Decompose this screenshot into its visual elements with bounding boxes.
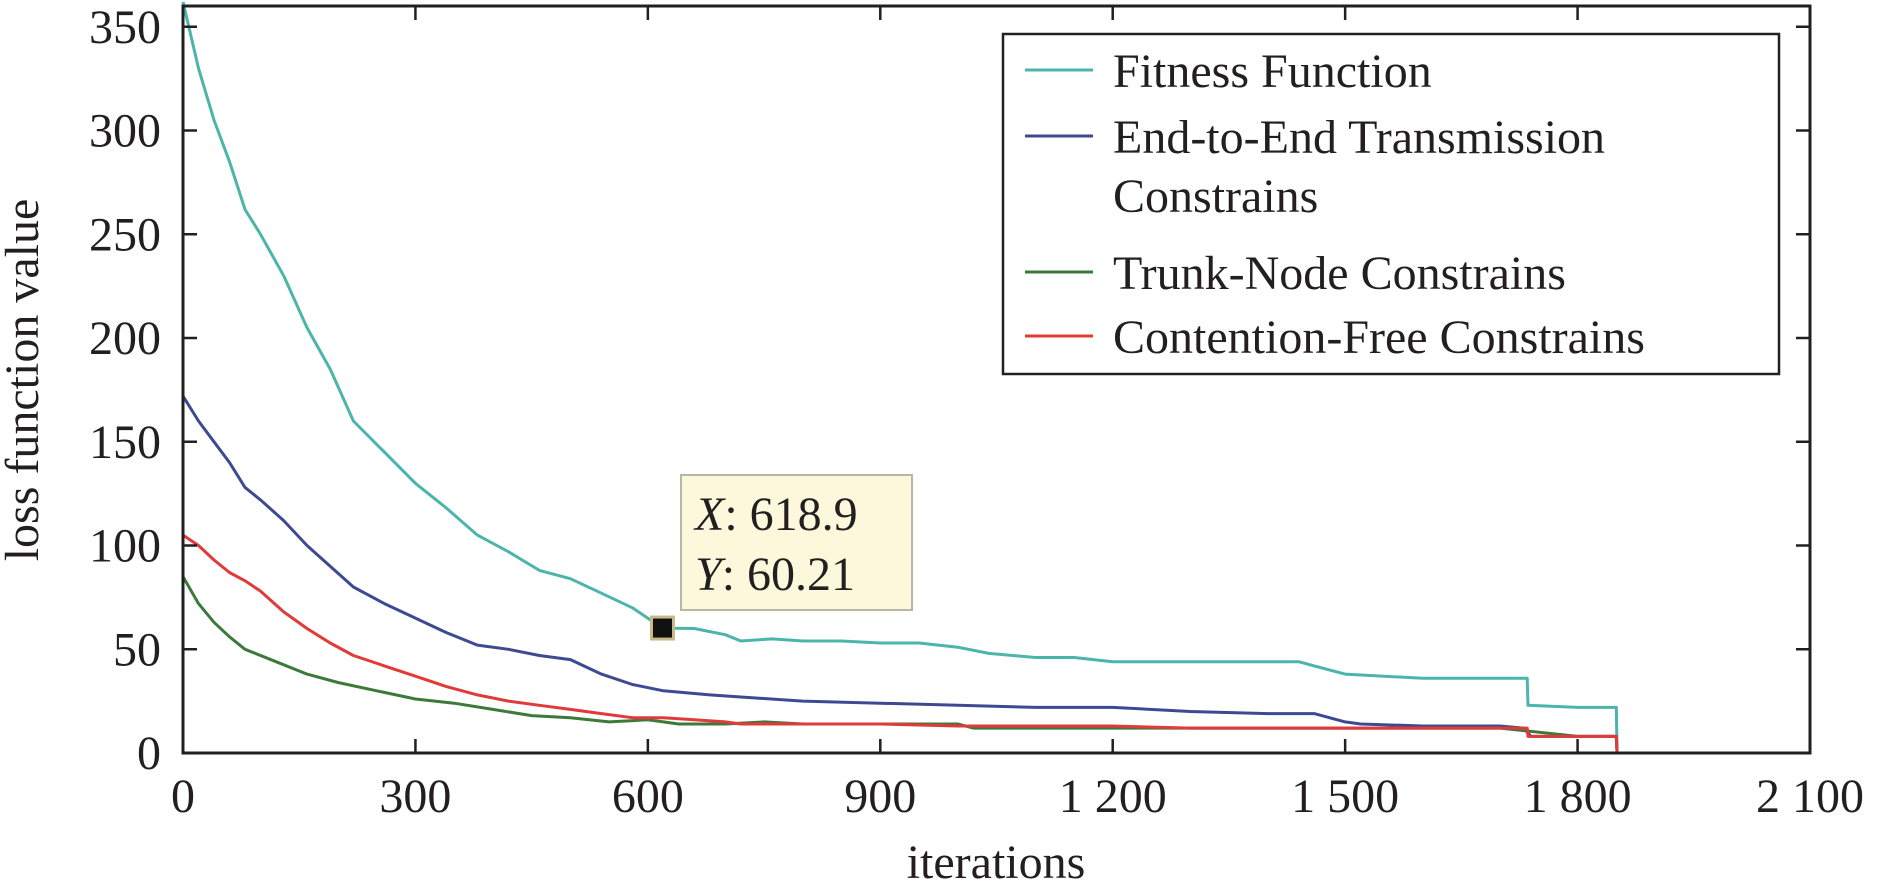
x-tick-label: 600: [612, 770, 684, 823]
series-line-contention-free: [182, 533, 1810, 755]
y-tick-label: 300: [89, 105, 161, 158]
plot-frame: [181, 4, 1812, 755]
y-tick-label: 250: [89, 208, 161, 261]
data-tip-marker: [650, 615, 676, 641]
x-tick-label: 1 800: [1524, 770, 1632, 823]
data-tip: X: 618.9 Y: 60.21: [650, 474, 913, 641]
y-tick-label: 100: [89, 520, 161, 573]
data-tip-x-value: 618.9: [750, 488, 858, 541]
x-tick-label: 900: [844, 770, 916, 823]
data-tip-x-label: X: [693, 488, 726, 541]
data-tip-x: X: 618.9: [693, 488, 858, 541]
y-tick-label: 350: [89, 1, 161, 54]
legend-label-trunk-node: Trunk-Node Constrains: [1113, 247, 1566, 300]
legend-label-fitness: Fitness Function: [1113, 45, 1432, 98]
legend: Fitness Function End-to-End Transmission…: [1001, 32, 1781, 376]
y-tick-label: 0: [137, 727, 161, 780]
series-line-fitness: [181, 1, 1619, 754]
y-axis-label: loss function value: [0, 199, 49, 562]
x-tick-label: 0: [171, 770, 195, 823]
y-tick-label: 50: [113, 623, 161, 676]
x-tick-label: 1 500: [1291, 770, 1399, 823]
tick-layer: 0 300 600 900 1 200 1 500 1 800 2 100 0 50 100 150 2…: [89, 1, 1864, 823]
x-axis-label: iterations: [907, 836, 1086, 885]
legend-box: [1001, 32, 1781, 376]
legend-label-contention-free: Contention-Free Constrains: [1113, 311, 1645, 364]
data-tip-y: Y: 60.21: [695, 548, 855, 601]
x-tick-label: 300: [379, 770, 451, 823]
legend-label-end-to-end-line1: End-to-End Transmission: [1113, 111, 1605, 164]
legend-label-end-to-end: End-to-End Transmission Constrains: [1113, 111, 1605, 223]
data-tip-y-value: 60.21: [747, 548, 855, 601]
series-line-end-to-end: [181, 395, 1619, 754]
legend-label-end-to-end-line2: Constrains: [1113, 170, 1318, 223]
data-tip-box: [680, 474, 913, 611]
series-layer: [181, 1, 1810, 755]
x-tick-label: 1 200: [1059, 770, 1167, 823]
y-tick-label: 150: [89, 416, 161, 469]
data-tip-y-label: Y: [695, 548, 726, 601]
y-tick-label: 200: [89, 312, 161, 365]
x-tick-label: 2 100: [1756, 770, 1864, 823]
